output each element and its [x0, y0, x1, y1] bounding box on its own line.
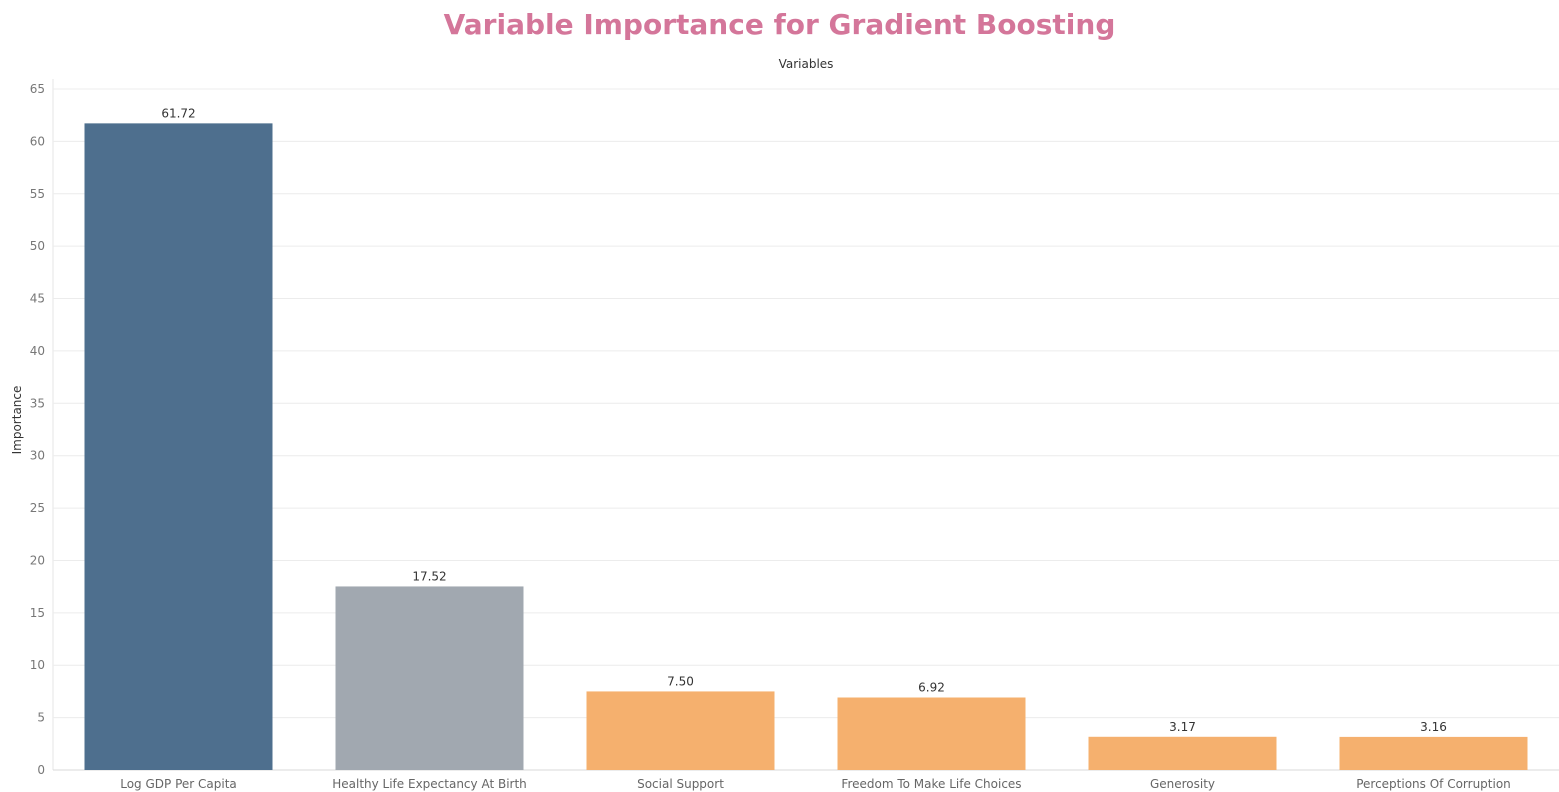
- x-axis-title: Variables: [779, 57, 834, 71]
- y-tick-label: 25: [30, 501, 45, 515]
- y-tick-label: 50: [30, 239, 45, 253]
- bar[interactable]: [84, 123, 273, 770]
- chart-title: Variable Importance for Gradient Boostin…: [443, 8, 1116, 41]
- grid-layer: [52, 79, 1559, 771]
- data-label: 61.72: [161, 106, 195, 120]
- data-label: 3.17: [1169, 720, 1196, 734]
- x-tick-label: Healthy Life Expectancy At Birth: [332, 777, 527, 791]
- bar[interactable]: [335, 586, 524, 770]
- y-axis-title: Importance: [10, 386, 24, 455]
- x-tick-label: Perceptions Of Corruption: [1356, 777, 1511, 791]
- x-tick-label: Social Support: [637, 777, 724, 791]
- bar[interactable]: [586, 691, 775, 770]
- label-layer: 0 5 10 15 20 25 30 35 40 45 50 55 60 65 61.72 Log GDP P…: [30, 82, 1511, 791]
- y-tick-label: 10: [30, 658, 45, 672]
- y-tick-label: 60: [30, 134, 45, 148]
- x-tick-label: Generosity: [1150, 777, 1215, 791]
- bar[interactable]: [1339, 736, 1528, 770]
- data-label: 17.52: [412, 569, 446, 583]
- bar[interactable]: [1088, 736, 1277, 770]
- y-tick-label: 35: [30, 396, 45, 410]
- y-tick-label: 55: [30, 187, 45, 201]
- bar-layer: [84, 123, 1528, 770]
- x-tick-label: Log GDP Per Capita: [120, 777, 237, 791]
- x-tick-label: Freedom To Make Life Choices: [841, 777, 1021, 791]
- data-label: 6.92: [918, 680, 945, 694]
- data-label: 3.16: [1420, 720, 1447, 734]
- y-tick-label: 30: [30, 449, 45, 463]
- data-label: 7.50: [667, 674, 694, 688]
- y-tick-label: 45: [30, 292, 45, 306]
- y-tick-label: 40: [30, 344, 45, 358]
- y-tick-label: 5: [37, 711, 45, 725]
- y-tick-label: 0: [37, 763, 45, 777]
- y-tick-label: 20: [30, 553, 45, 567]
- y-tick-label: 15: [30, 606, 45, 620]
- y-tick-label: 65: [30, 82, 45, 96]
- bar[interactable]: [837, 697, 1026, 770]
